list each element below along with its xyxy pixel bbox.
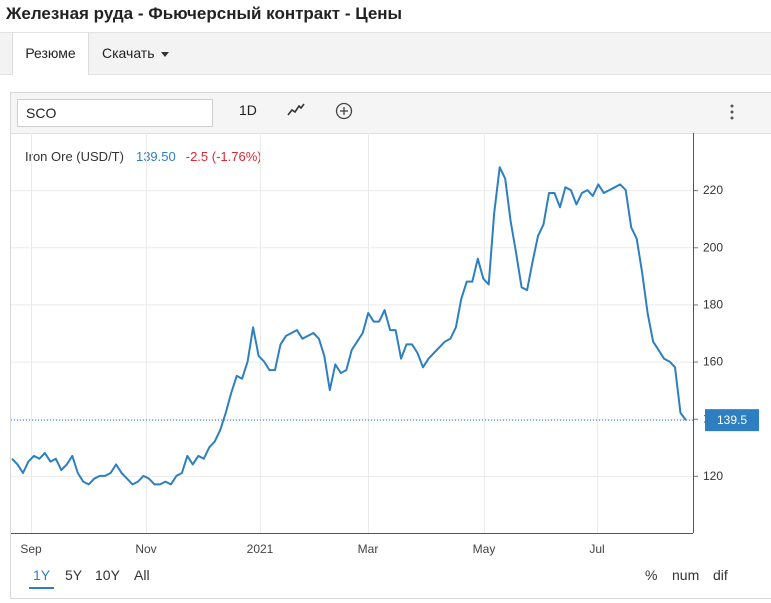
y-tick-label: 160	[703, 355, 723, 369]
y-tick-label: 220	[703, 183, 723, 197]
tab-download-label: Скачать	[102, 45, 155, 61]
range-1y-button[interactable]: 1Y	[29, 567, 55, 589]
chart-toolbar: 1D	[11, 93, 771, 134]
symbol-input[interactable]	[17, 99, 213, 127]
series-line	[11, 166, 687, 486]
mode-percent-button[interactable]: %	[645, 567, 658, 583]
x-tick-label: May	[473, 542, 496, 556]
range-selector: 1Y 5Y 10Y All % num dif	[11, 563, 771, 593]
page-title: Железная руда - Фьючерсный контракт - Це…	[6, 4, 403, 23]
range-10y-button[interactable]: 10Y	[95, 567, 120, 583]
x-tick-label: Mar	[358, 542, 379, 556]
caret-down-icon	[160, 51, 169, 57]
legend-price: 139.50	[135, 149, 176, 164]
tab-download[interactable]: Скачать	[102, 33, 169, 74]
current-price-badge	[705, 409, 759, 432]
plus-circle-icon[interactable]	[335, 102, 353, 125]
y-tick-label: 200	[703, 240, 723, 254]
x-tick-label: 2021	[247, 542, 274, 556]
x-tick-label: Sep	[20, 542, 42, 556]
chart-legend: Iron Ore (USD/T) 139.50 -2.5 (-1.76%)	[25, 149, 262, 164]
mode-num-button[interactable]: num	[672, 567, 700, 583]
price-chart[interactable]: SepNov2021MarMayJul120140160180200220139…	[11, 133, 771, 603]
line-chart-icon[interactable]	[287, 103, 305, 122]
tab-summary[interactable]: Резюме	[12, 33, 89, 75]
current-price-label: 139.5	[717, 413, 747, 427]
tab-bar: Резюме Скачать	[0, 32, 771, 75]
interval-button[interactable]: 1D	[239, 102, 257, 118]
legend-change: -2.5 (-1.76%)	[185, 149, 262, 164]
range-5y-button[interactable]: 5Y	[65, 567, 83, 583]
vertical-dots-icon[interactable]	[729, 103, 735, 126]
mode-dif-button[interactable]: dif	[713, 567, 728, 583]
legend-series-name: Iron Ore (USD/T)	[25, 149, 124, 164]
y-tick-label: 180	[703, 297, 723, 311]
y-tick-label: 120	[703, 469, 723, 483]
x-tick-label: Nov	[135, 542, 156, 556]
x-tick-label: Jul	[589, 542, 604, 556]
range-all-button[interactable]: All	[134, 567, 150, 583]
chart-widget: 1D Iron Ore (USD/T) 139.50 -2.5 (-1.76%) S…	[10, 92, 771, 599]
